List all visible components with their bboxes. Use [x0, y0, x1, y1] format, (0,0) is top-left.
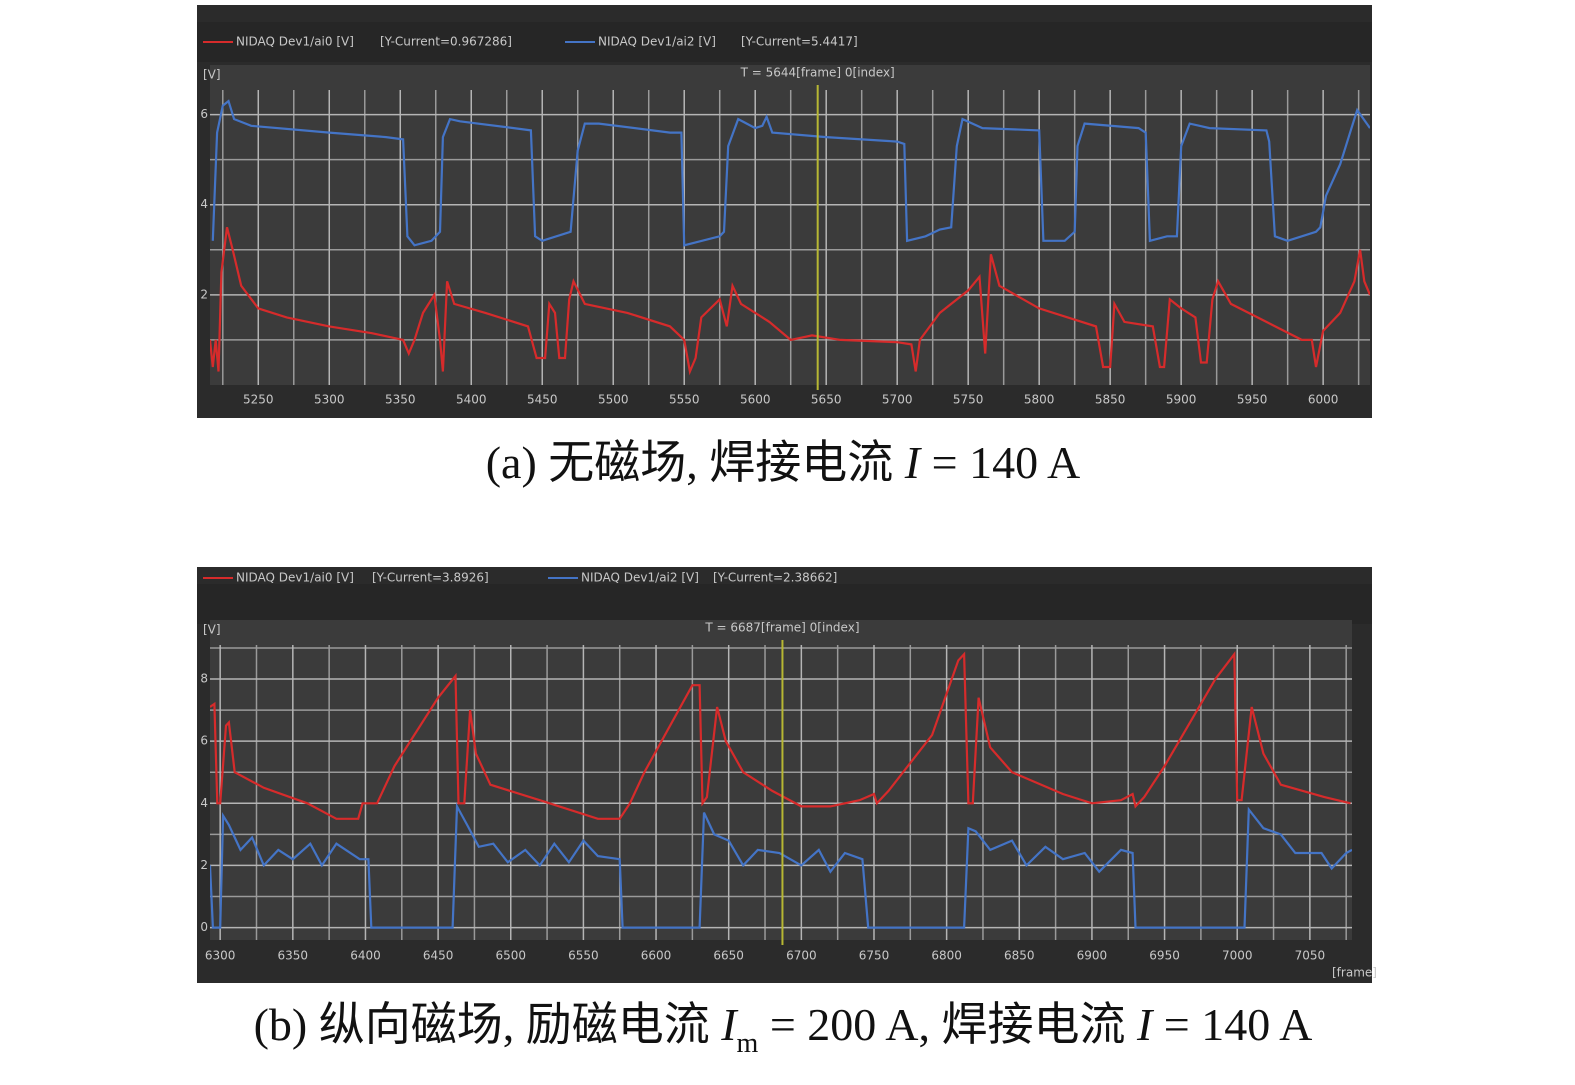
x-tick-label: 5450	[527, 393, 558, 407]
x-tick-label: 6950	[1149, 949, 1180, 963]
caption: (a) 无磁场, 焊接电流 I = 140 A	[486, 437, 1081, 488]
x-tick-label: 6000	[1308, 393, 1339, 407]
caption-part: I	[720, 999, 739, 1050]
x-tick-label: 6750	[859, 949, 890, 963]
x-tick-label: 5650	[811, 393, 842, 407]
caption-part: = 140 A	[1152, 999, 1312, 1050]
y-tick-label: 4	[200, 796, 208, 810]
x-tick-label: 5400	[456, 393, 487, 407]
y-tick-label: 2	[200, 287, 208, 301]
plot-area	[210, 620, 1352, 940]
x-tick-label: 6700	[786, 949, 817, 963]
x-tick-label: 6850	[1004, 949, 1035, 963]
data-line	[211, 99, 1370, 247]
y-axis-unit: [V]	[203, 68, 221, 82]
legend-label: NIDAQ Dev1/ai0 [V]	[236, 35, 354, 49]
x-tick-label: 7050	[1295, 949, 1326, 963]
x-tick-label: 6600	[641, 949, 672, 963]
x-tick-label: 6800	[931, 949, 962, 963]
x-tick-label: 6450	[423, 949, 454, 963]
x-tick-label: 5500	[598, 393, 629, 407]
x-tick-label: 5550	[669, 393, 700, 407]
x-tick-label: 5950	[1237, 393, 1268, 407]
x-tick-label: 5350	[385, 393, 416, 407]
x-tick-label: 5250	[243, 393, 274, 407]
y-axis-unit: [V]	[203, 623, 221, 637]
x-tick-label: 5750	[953, 393, 984, 407]
x-tick-label: 6550	[568, 949, 599, 963]
caption: (b) 纵向磁场, 励磁电流 Im = 200 A, 焊接电流 I = 140 …	[254, 999, 1313, 1059]
legend-bar	[197, 584, 1372, 624]
x-tick-label: 7000	[1222, 949, 1253, 963]
legend-label: NIDAQ Dev1/ai2 [V]	[598, 35, 716, 49]
legend-readout: [Y-Current=5.4417]	[741, 35, 858, 49]
y-tick-label: 2	[200, 858, 208, 872]
y-tick-label: 6	[200, 734, 208, 748]
x-tick-label: 5300	[314, 393, 345, 407]
legend-label: NIDAQ Dev1/ai2 [V]	[581, 571, 699, 585]
legend-bar	[197, 22, 1372, 62]
caption-part: I	[1136, 999, 1155, 1050]
caption-part: I	[904, 437, 923, 488]
cursor-label: T = 5644[frame] 0[index]	[740, 66, 895, 80]
data-line	[210, 651, 1351, 820]
caption-part: (b) 纵向磁场, 励磁电流	[254, 999, 722, 1050]
y-tick-label: 0	[200, 920, 208, 934]
y-tick-label: 4	[200, 197, 208, 211]
data-line	[210, 802, 1352, 929]
x-tick-label: 5600	[740, 393, 771, 407]
x-tick-label: 6300	[205, 949, 236, 963]
x-tick-label: 5850	[1095, 393, 1126, 407]
caption-part: = 140 A	[920, 437, 1080, 488]
x-tick-label: 5700	[882, 393, 913, 407]
x-tick-label: 6650	[713, 949, 744, 963]
caption-part: (a) 无磁场, 焊接电流	[486, 437, 905, 488]
x-tick-label: 6500	[495, 949, 526, 963]
x-tick-label: 6900	[1077, 949, 1108, 963]
y-tick-label: 6	[200, 107, 208, 121]
legend-label: NIDAQ Dev1/ai0 [V]	[236, 571, 354, 585]
x-tick-label: 5900	[1166, 393, 1197, 407]
x-tick-label: 5800	[1024, 393, 1055, 407]
y-tick-label: 8	[200, 672, 208, 686]
x-tick-label: 6400	[350, 949, 381, 963]
cursor-label: T = 6687[frame] 0[index]	[704, 621, 859, 635]
caption-part: m	[737, 1028, 759, 1059]
x-tick-label: 6350	[278, 949, 309, 963]
caption-part: = 200 A, 焊接电流	[758, 999, 1137, 1050]
data-line	[210, 227, 1370, 376]
legend-readout: [Y-Current=0.967286]	[380, 35, 512, 49]
legend-readout: [Y-Current=3.8926]	[372, 571, 489, 585]
x-axis-unit: [frame]	[1332, 966, 1377, 980]
legend-readout: [Y-Current=2.38662]	[713, 571, 837, 585]
